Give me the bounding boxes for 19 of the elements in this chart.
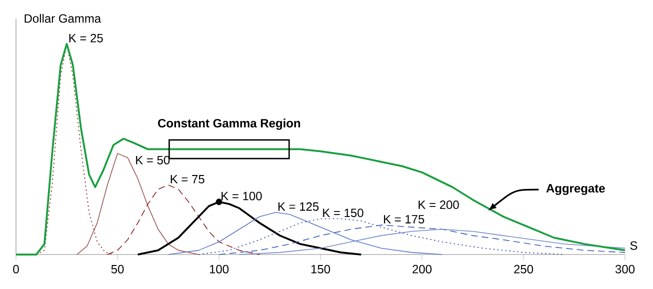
x-tick-label: 300: [615, 264, 635, 274]
x-tick-label: 100: [210, 264, 229, 274]
annotation: Aggregate: [546, 184, 605, 195]
series-label: K = 125: [278, 202, 319, 211]
x-tick-label: 150: [311, 264, 330, 274]
x-tick-label: 0: [13, 264, 19, 274]
x-tick-label: 50: [111, 264, 124, 274]
y-axis-title: Dollar Gamma: [24, 14, 102, 23]
series-label: K = 75: [170, 174, 204, 184]
series-label: K = 150: [323, 208, 364, 218]
x-tick-label: 200: [412, 264, 432, 274]
annotation: Constant Gamma Region: [158, 118, 300, 130]
series-label: K = 100: [222, 192, 262, 200]
series-label: K = 25: [69, 34, 103, 42]
x-tick-label: 250: [514, 264, 534, 274]
x-axis-title: S: [630, 241, 638, 250]
series-label: K = 200: [418, 200, 459, 209]
series-label: K = 50: [136, 156, 170, 164]
series-label: K = 175: [384, 214, 424, 224]
